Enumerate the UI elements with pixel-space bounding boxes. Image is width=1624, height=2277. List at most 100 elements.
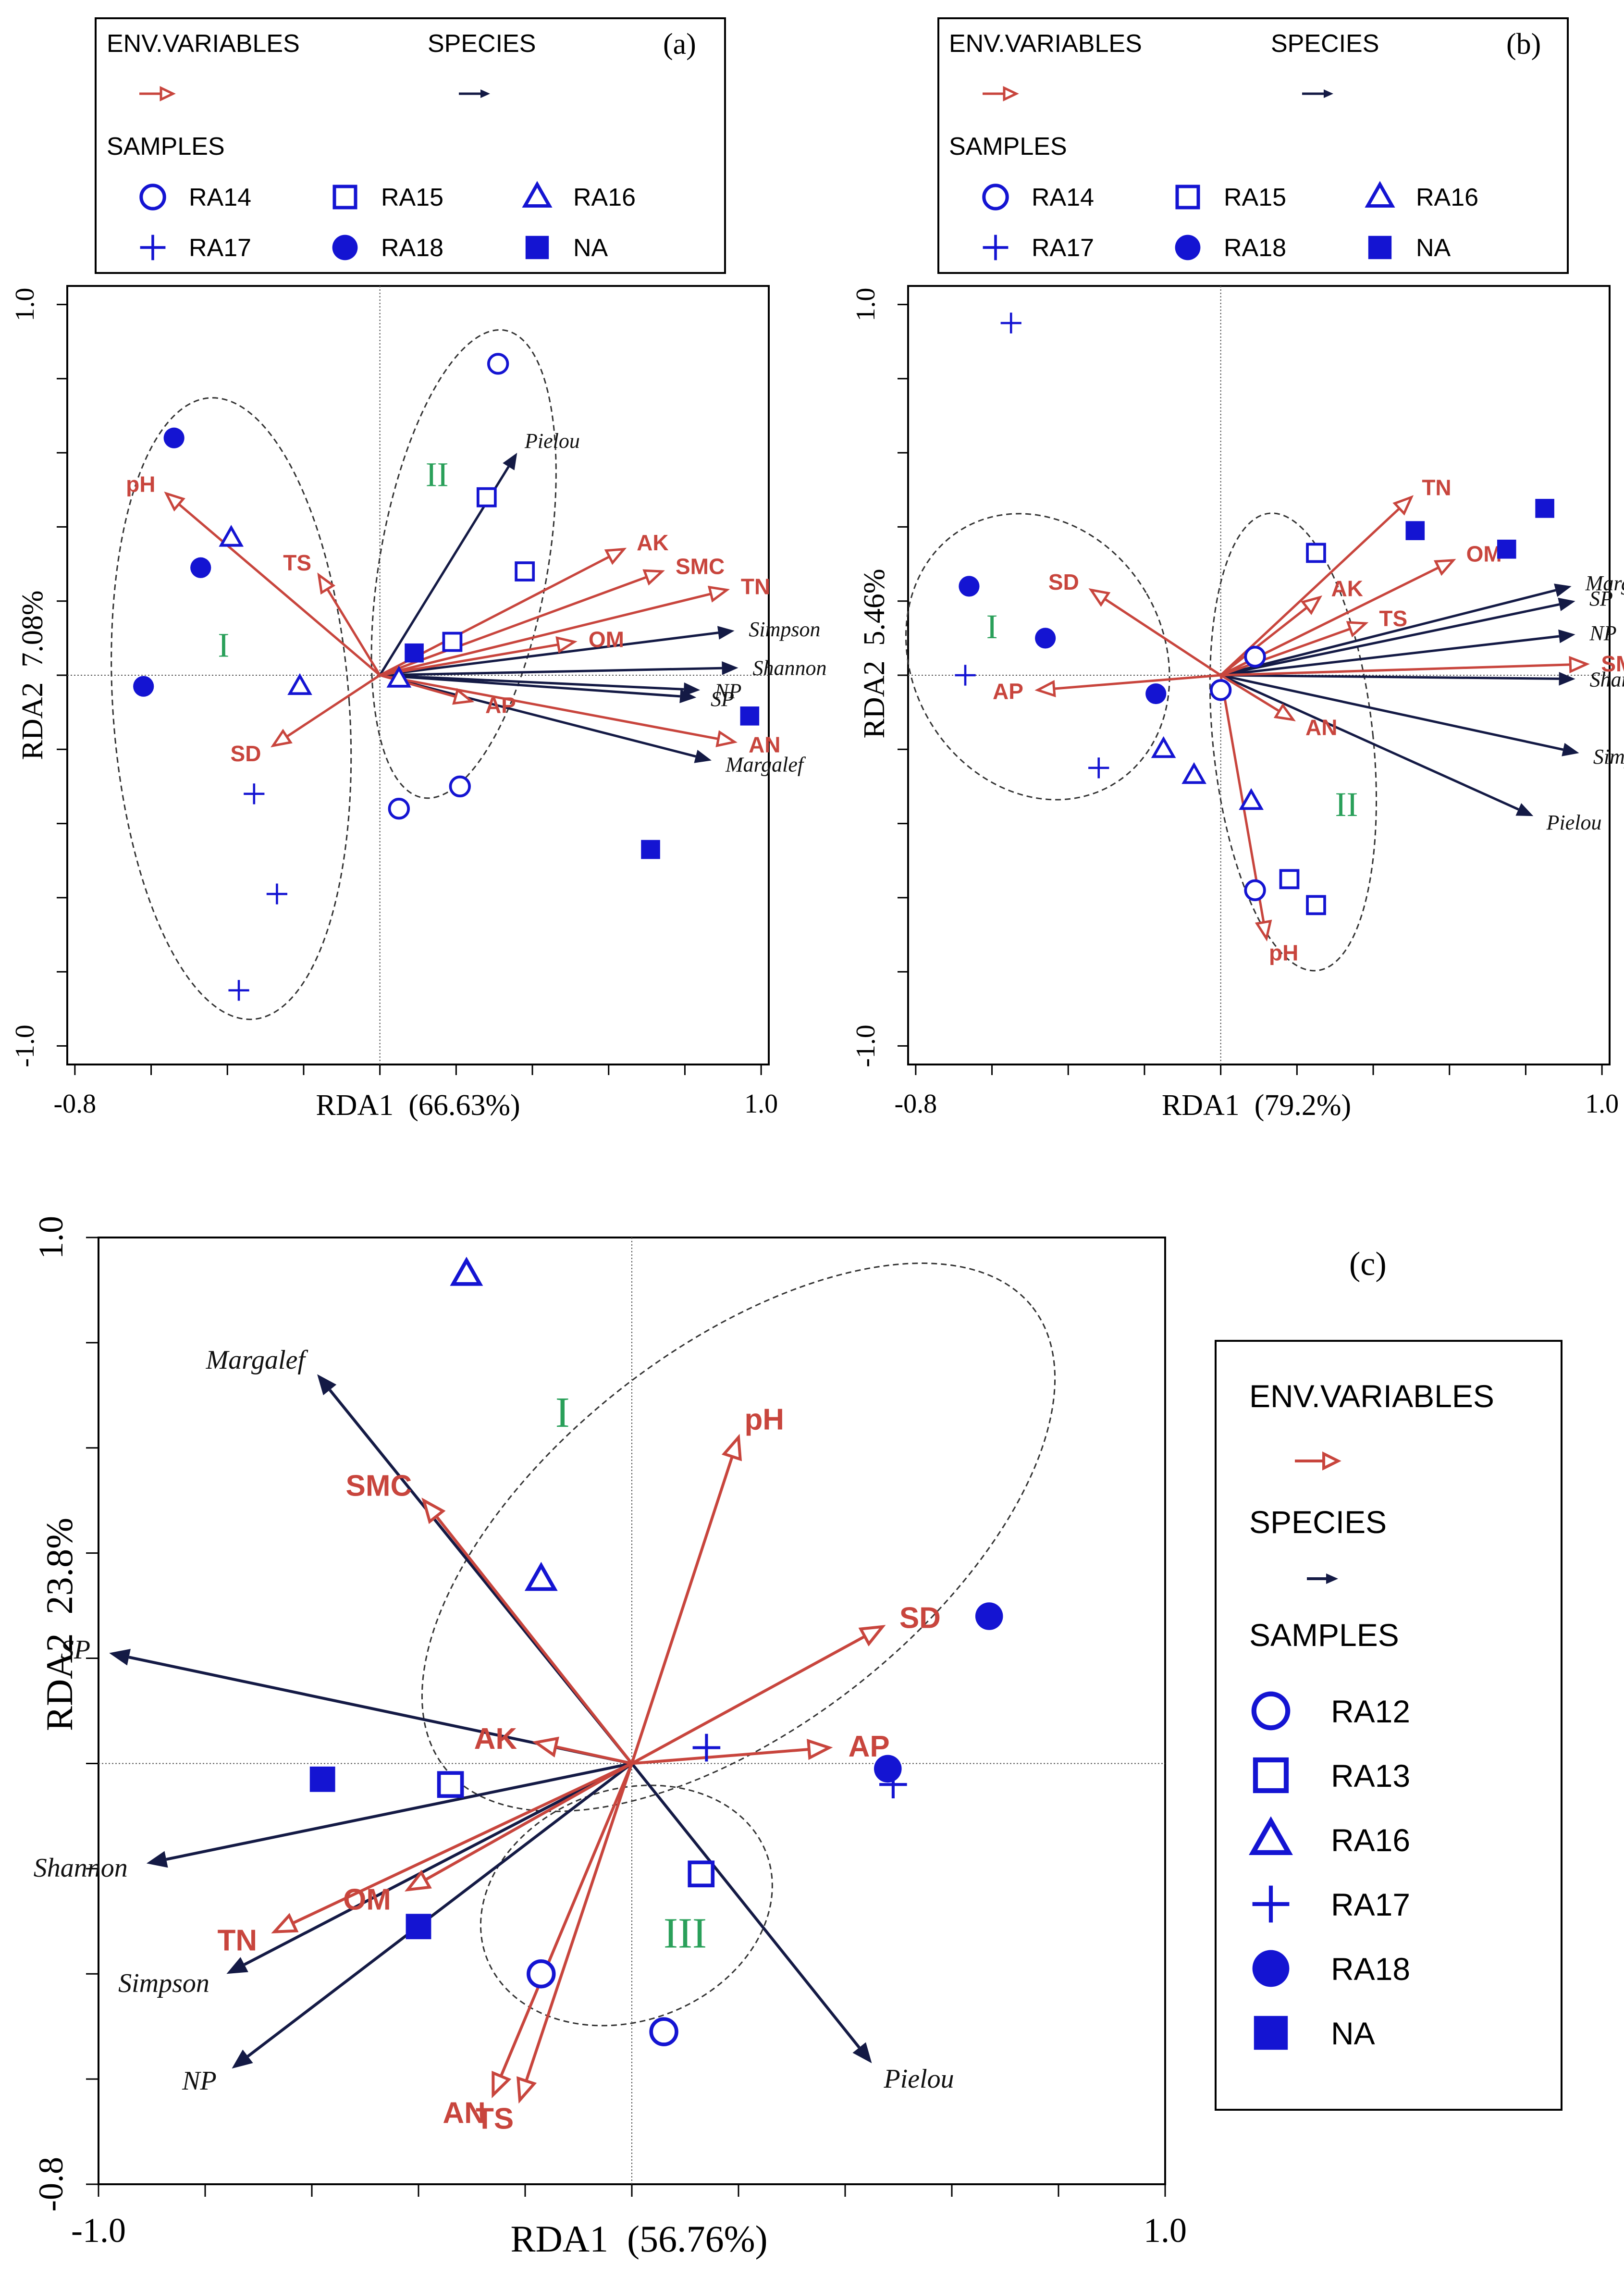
legend-marker-ra18 xyxy=(1252,1950,1290,1987)
species-label-simpson: Simpson xyxy=(749,618,820,641)
species-label-pielou: Pielou xyxy=(524,429,580,453)
species-label-shannon: Shannon xyxy=(753,656,827,680)
sample-point-ra15 xyxy=(442,631,463,652)
legend-label-ra16: RA16 xyxy=(573,184,636,211)
sample-point-ra14 xyxy=(1244,645,1266,668)
panel-b: ENV.VARIABLES SPECIES (b) SAMPLES RA14 RA… xyxy=(851,17,1624,1122)
sample-point-na xyxy=(1497,539,1516,559)
env-label-an: AN xyxy=(749,732,780,757)
legend-samples-a: RA14 RA15 RA16 RA17 RA18 NA xyxy=(139,181,636,262)
species-arrow-np xyxy=(1220,629,1575,677)
legend-label-ra18: RA18 xyxy=(1224,234,1286,262)
env-arrow-ph xyxy=(630,1434,742,1764)
sample-point-ra14 xyxy=(388,798,410,820)
legend-samples-title-b: SAMPLES xyxy=(949,133,1067,161)
species-arrow-shannon xyxy=(380,661,738,677)
env-label-smc: SMC xyxy=(676,554,725,579)
env-label-an: AN xyxy=(443,2097,486,2130)
sample-point-ra17 xyxy=(244,783,265,804)
sample-point-ra16 xyxy=(1239,788,1264,810)
env-label-ak: AK xyxy=(637,530,668,555)
species-label-simpson: Simpson xyxy=(1593,745,1624,768)
env-label-ak: AK xyxy=(474,1722,517,1756)
species-arrow-simpson xyxy=(226,1762,633,1974)
env-label-tn: TN xyxy=(1422,475,1451,500)
species-arrow-simpson xyxy=(380,626,735,677)
env-arrow-smc xyxy=(421,1497,633,1765)
species-arrow-pielou xyxy=(1220,674,1534,817)
y-tick-label: 1.0 xyxy=(10,288,40,322)
group-ellipse-2 xyxy=(480,1784,773,2027)
legend-species-arrow-a xyxy=(459,89,490,98)
legend-marker-na xyxy=(525,235,549,260)
env-arrow-ap xyxy=(631,1739,833,1765)
x-axis-label-b: RDA1 (79.2%) xyxy=(1162,1089,1351,1122)
sample-point-ra16 xyxy=(1151,736,1176,758)
legend-label-ra17: RA17 xyxy=(1331,1887,1410,1922)
sample-point-ra15 xyxy=(1279,869,1300,890)
sample-point-ra18 xyxy=(975,1602,1003,1630)
legend-marker-ra17 xyxy=(983,235,1009,260)
sample-point-ra14 xyxy=(449,775,471,798)
legend-marker-ra12 xyxy=(1251,1691,1291,1731)
species-arrow-shannon xyxy=(146,1762,632,1868)
legend-label-ra12: RA12 xyxy=(1331,1694,1410,1729)
legend-label-ra17: RA17 xyxy=(189,234,251,262)
group-label-i: I xyxy=(218,626,229,664)
species-label-margalef: Margalef xyxy=(1585,571,1624,595)
species-label-shannon: Shannon xyxy=(1590,668,1624,691)
sample-point-ra13 xyxy=(688,1860,715,1888)
sample-point-ra16 xyxy=(450,1257,483,1286)
legend-marker-ra14 xyxy=(139,184,166,210)
legend-samples-title-c: SAMPLES xyxy=(1249,1617,1399,1653)
legend-samples-title-a: SAMPLES xyxy=(107,133,225,161)
legend-marker-na xyxy=(1368,235,1392,260)
env-label-ts: TS xyxy=(476,2103,514,2136)
env-arrow-ts xyxy=(517,1763,633,2104)
species-arrow-sp xyxy=(380,674,697,704)
species-label-margalef: Margalef xyxy=(725,753,806,776)
sample-point-na xyxy=(406,1914,431,1940)
legend-env-arrow-a xyxy=(139,86,176,101)
species-label-np: NP xyxy=(1589,621,1616,645)
env-label-sd: SD xyxy=(1048,569,1079,594)
env-arrow-an xyxy=(492,1763,633,2099)
env-arrow-sd xyxy=(271,674,381,748)
x-tick-label: 1.0 xyxy=(1144,2211,1187,2250)
sample-point-ra15 xyxy=(515,561,535,582)
legend-env-arrow-b xyxy=(983,86,1019,101)
env-label-tn: TN xyxy=(217,1924,257,1957)
species-label-sp: SP xyxy=(61,1635,90,1665)
species-label-pielou: Pielou xyxy=(1546,811,1602,834)
panel-a: ENV.VARIABLES SPECIES (a) SAMPLES RA14 RA… xyxy=(10,17,827,1122)
env-label-ap: AP xyxy=(993,679,1023,704)
env-arrow-om xyxy=(380,636,578,677)
sample-point-ra17 xyxy=(266,883,288,904)
group-label-ii: II xyxy=(426,456,449,494)
sample-point-ra16 xyxy=(386,666,412,688)
sample-point-ra16 xyxy=(287,673,312,695)
env-arrow-ap xyxy=(1034,674,1221,697)
sample-point-ra17 xyxy=(955,665,976,686)
x-axis-label-c: RDA1 (56.76%) xyxy=(510,2218,767,2260)
group-ellipse-2 xyxy=(370,329,557,799)
panel-label-a: (a) xyxy=(663,28,696,61)
sample-point-ra18 xyxy=(959,576,980,597)
legend-species-title-b: SPECIES xyxy=(1271,30,1379,58)
legend-label-ra14: RA14 xyxy=(1032,184,1094,211)
env-arrow-ak xyxy=(1220,595,1323,676)
env-arrow-ts xyxy=(317,572,381,676)
legend-marker-ra13 xyxy=(1253,1757,1289,1794)
sample-point-ra12 xyxy=(649,2017,678,2046)
sample-point-ra16 xyxy=(524,1561,558,1591)
species-arrow-np xyxy=(380,674,701,696)
env-label-sd: SD xyxy=(899,1601,941,1634)
legend-label-na: NA xyxy=(1331,2016,1375,2051)
legend-marker-na xyxy=(1254,2016,1288,2050)
group-label-ii: II xyxy=(1335,785,1358,824)
sample-point-ra13 xyxy=(437,1771,464,1798)
sample-point-na xyxy=(740,706,760,726)
group-label-i: I xyxy=(986,607,998,646)
sample-point-ra18 xyxy=(1145,683,1167,705)
